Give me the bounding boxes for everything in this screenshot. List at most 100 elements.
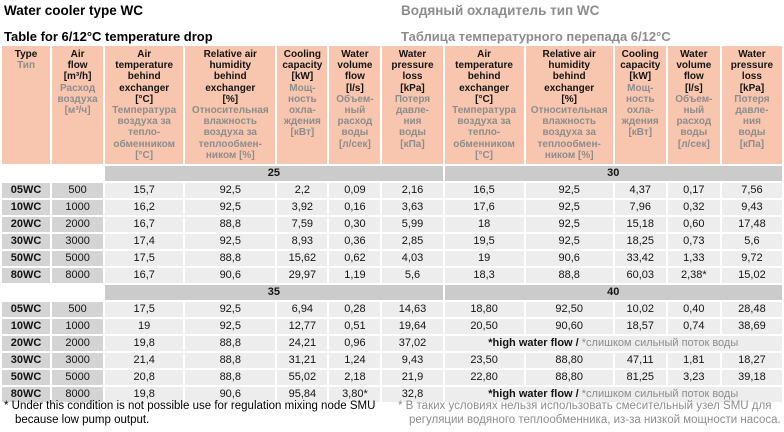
value-cell: 0,60 bbox=[667, 216, 720, 232]
type-cell: 05WC bbox=[2, 301, 51, 317]
header-label-ru: Относительная влажность воздуха за тепло… bbox=[191, 104, 269, 161]
value-cell: 18,3 bbox=[444, 267, 524, 283]
header-label-ru: Расход воздуха [м³/ч] bbox=[57, 82, 98, 116]
value-cell: 32,8 bbox=[382, 386, 443, 402]
col-header-pressure-loss-left: Water pressure loss [kPa] Потеря давле- н… bbox=[382, 46, 443, 164]
col-header-type: Type Тип bbox=[2, 46, 51, 164]
col-header-cooling-left: Cooling capacity [kW] Мощ- ность охла- жд… bbox=[277, 46, 328, 164]
airflow-cell: 8000 bbox=[52, 386, 104, 402]
value-cell: 5,99 bbox=[382, 216, 443, 232]
value-cell: 90,60 bbox=[525, 318, 613, 334]
band-label-25: 25 bbox=[105, 165, 443, 181]
value-cell: 18,25 bbox=[614, 233, 666, 249]
type-cell: 80WC bbox=[2, 267, 51, 283]
value-cell: 2,16 bbox=[382, 182, 443, 198]
col-header-pressure-loss-right: Water pressure loss [kPa] Потеря давле- н… bbox=[721, 46, 782, 164]
value-cell: 9,72 bbox=[721, 250, 782, 266]
airflow-cell: 3000 bbox=[52, 233, 104, 249]
type-cell: 50WC bbox=[2, 369, 51, 385]
value-cell: 12,77 bbox=[277, 318, 328, 334]
water-temp-band-row: 25 30 bbox=[2, 165, 782, 181]
col-header-air-temp-left: Air temperature behind exchanger [°C] Тем… bbox=[105, 46, 184, 164]
value-cell: 2,18 bbox=[329, 369, 381, 385]
value-cell: 92,5 bbox=[525, 199, 613, 215]
airflow-cell: 1000 bbox=[52, 199, 104, 215]
table-row: 80WC 8000 16,7 90,6 29,97 1,19 5,6 18,3 88,8 60,0… bbox=[2, 267, 782, 283]
value-cell: 0,09 bbox=[329, 182, 381, 198]
header-label-ru: Тип bbox=[17, 60, 35, 72]
type-cell: 10WC bbox=[2, 318, 51, 334]
airflow-cell: 2000 bbox=[52, 335, 104, 351]
value-cell: 0,74 bbox=[667, 318, 720, 334]
header-label-ru: Потеря давле- ния воды [кПа] bbox=[734, 93, 770, 150]
value-cell: 7,96 bbox=[614, 199, 666, 215]
type-cell: 05WC bbox=[2, 182, 51, 198]
value-cell: 0,32 bbox=[667, 199, 720, 215]
table-row: 05WC 500 15,7 92,5 2,2 0,09 2,16 16,5 92,5 4,37 0,… bbox=[2, 182, 782, 198]
value-cell: 37,02 bbox=[382, 335, 443, 351]
water-temp-band-row: 35 40 bbox=[2, 284, 782, 300]
value-cell: 92,5 bbox=[185, 233, 276, 249]
header-label-en: Relative air humidity behind exchanger [… bbox=[542, 49, 596, 105]
high-water-flow-note: *high water flow / *слишком сильный пото… bbox=[444, 335, 782, 351]
value-cell: 15,18 bbox=[614, 216, 666, 232]
value-cell: 21,9 bbox=[382, 369, 443, 385]
header-label-en: Type bbox=[14, 49, 38, 60]
type-cell: 10WC bbox=[2, 199, 51, 215]
value-cell: 9,43 bbox=[382, 352, 443, 368]
col-header-air-flow: Air flow [m³/h] Расход воздуха [м³/ч] bbox=[52, 46, 104, 164]
airflow-cell: 5000 bbox=[52, 369, 104, 385]
value-cell: 60,03 bbox=[614, 267, 666, 283]
high-water-flow-label-en: *high water flow / bbox=[488, 388, 582, 401]
band-blank-cell bbox=[2, 284, 104, 300]
airflow-cell: 5000 bbox=[52, 250, 104, 266]
value-cell: 0,16 bbox=[329, 199, 381, 215]
header-label-ru: Объем- ный расход воды [л/сек] bbox=[336, 93, 374, 150]
value-cell: 0,73 bbox=[667, 233, 720, 249]
value-cell: 28,48 bbox=[721, 301, 782, 317]
value-cell: 39,18 bbox=[721, 369, 782, 385]
value-cell: 18,27 bbox=[721, 352, 782, 368]
value-cell: 0,51 bbox=[329, 318, 381, 334]
table-subtitle-ru: Таблица температурного перепада 6/12°C bbox=[401, 29, 671, 44]
value-cell: 88,8 bbox=[185, 369, 276, 385]
value-cell: 8,93 bbox=[277, 233, 328, 249]
value-cell: 0,36 bbox=[329, 233, 381, 249]
type-cell: 20WC bbox=[2, 216, 51, 232]
value-cell: 88,80 bbox=[525, 352, 613, 368]
value-cell: 90,6 bbox=[525, 250, 613, 266]
value-cell: 23,50 bbox=[444, 352, 524, 368]
col-header-volume-flow-right: Water volume flow [l/s] Объем- ный расход… bbox=[667, 46, 720, 164]
header-label-ru: Относительная влажность воздуха за тепло… bbox=[530, 104, 608, 161]
value-cell: 92,5 bbox=[185, 199, 276, 215]
col-header-humidity-right: Relative air humidity behind exchanger [… bbox=[525, 46, 613, 164]
value-cell: 15,02 bbox=[721, 267, 782, 283]
value-cell: 92,5 bbox=[525, 233, 613, 249]
value-cell: 15,62 bbox=[277, 250, 328, 266]
header-label-en: Air flow [m³/h] bbox=[63, 49, 92, 83]
table-body: 25 30 05WC 500 15,7 92,5 2,2 0,09 2,16 16,5 92,5 4,… bbox=[2, 165, 782, 402]
value-cell: 0,62 bbox=[329, 250, 381, 266]
value-cell: 3,92 bbox=[277, 199, 328, 215]
value-cell: 1,19 bbox=[329, 267, 381, 283]
value-cell: 19,8 bbox=[105, 335, 184, 351]
value-cell: 19,5 bbox=[444, 233, 524, 249]
value-cell: 16,7 bbox=[105, 267, 184, 283]
table-row: 20WC 2000 16,7 88,8 7,59 0,30 5,99 18 92,5 15,18 0… bbox=[2, 216, 782, 232]
value-cell: 29,97 bbox=[277, 267, 328, 283]
type-cell: 20WC bbox=[2, 335, 51, 351]
value-cell: 20,50 bbox=[444, 318, 524, 334]
header-label-en: Water pressure loss [kPa] bbox=[730, 49, 774, 94]
value-cell: 90,6 bbox=[185, 267, 276, 283]
type-cell: 50WC bbox=[2, 250, 51, 266]
value-cell: 81,25 bbox=[614, 369, 666, 385]
value-cell: 16,2 bbox=[105, 199, 184, 215]
value-cell: 9,43 bbox=[721, 199, 782, 215]
band-label-30: 30 bbox=[444, 165, 782, 181]
high-water-flow-note: *high water flow / *слишком сильный пото… bbox=[444, 386, 782, 402]
value-cell: 22,80 bbox=[444, 369, 524, 385]
value-cell: 92,50 bbox=[525, 301, 613, 317]
value-cell: 88,80 bbox=[525, 369, 613, 385]
value-cell: 92,5 bbox=[185, 318, 276, 334]
value-cell: 16,5 bbox=[444, 182, 524, 198]
